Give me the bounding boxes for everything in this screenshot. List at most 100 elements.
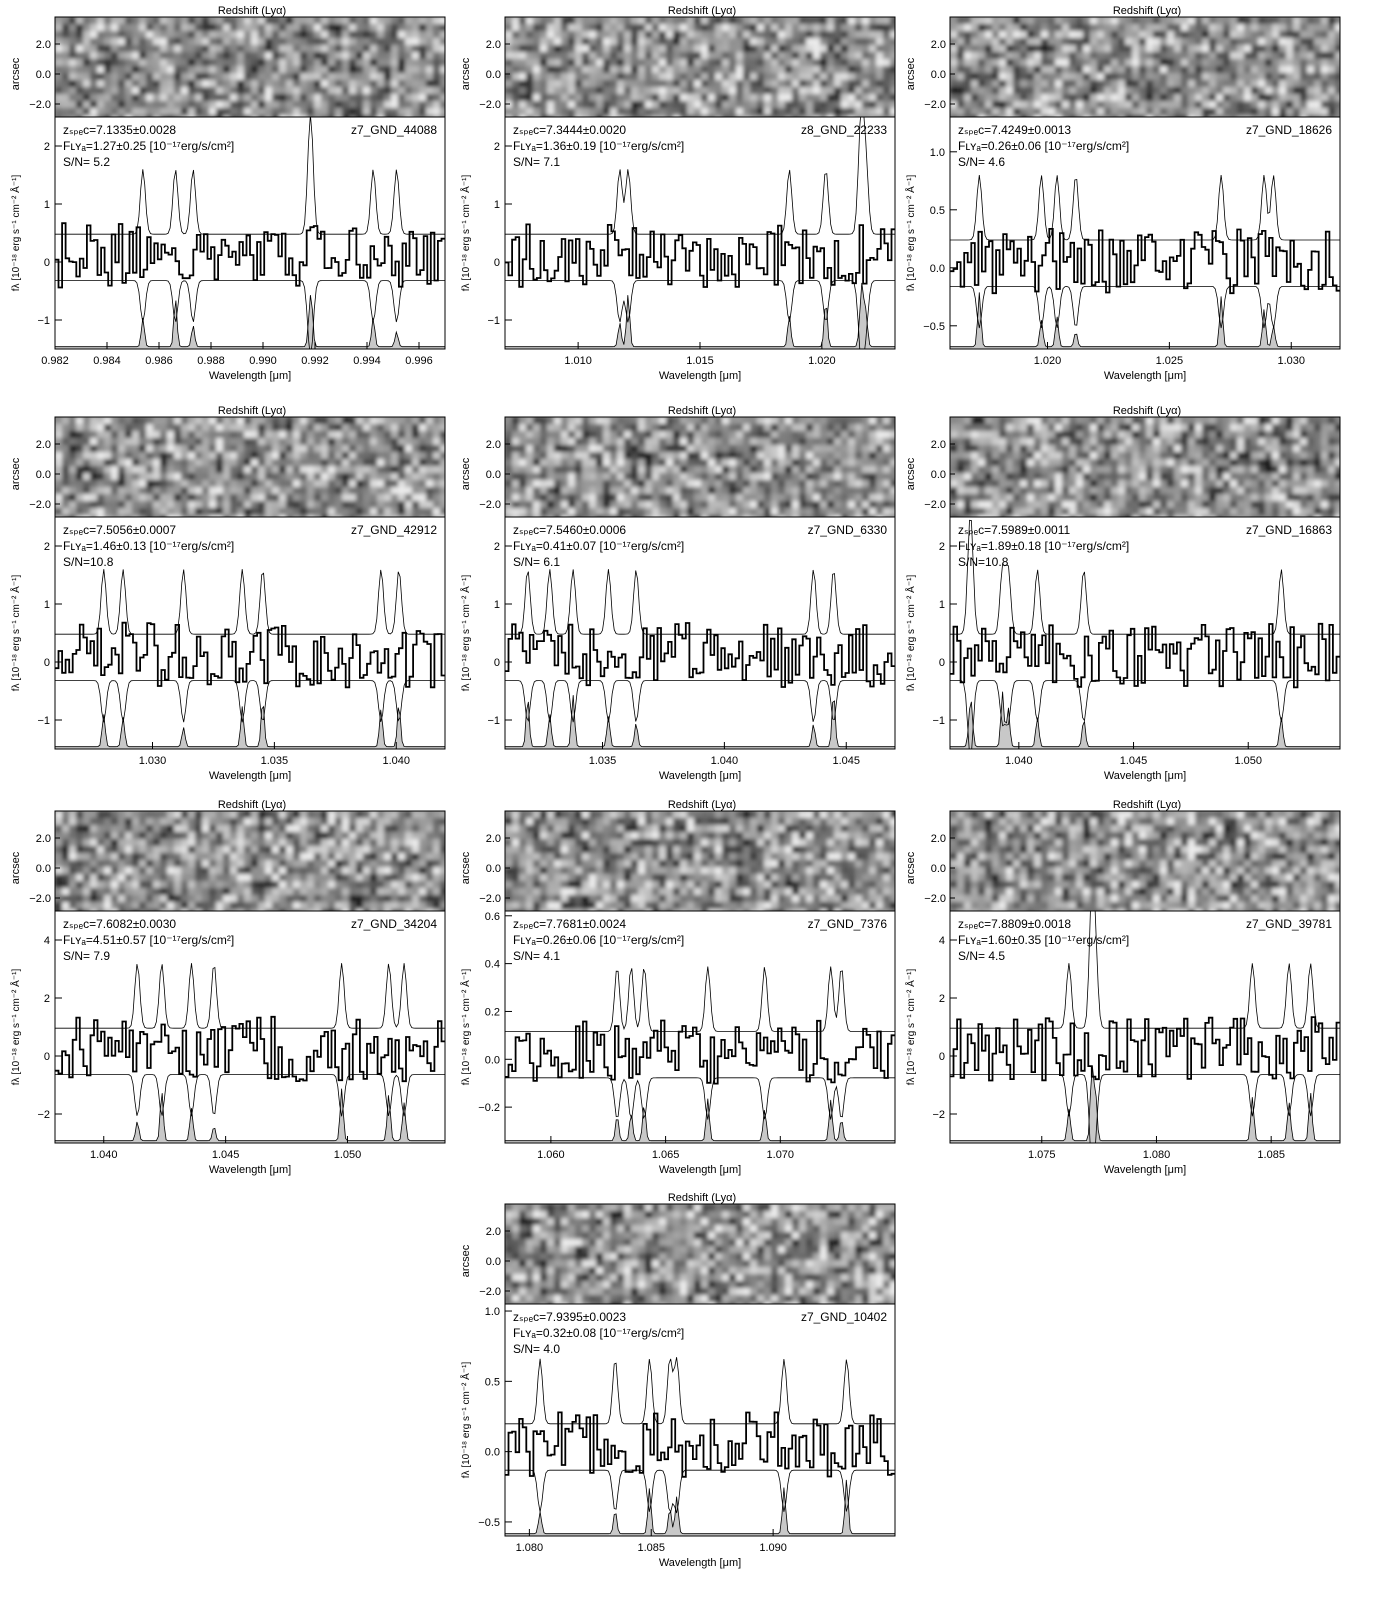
image-pixel	[307, 59, 314, 66]
image-pixel	[1251, 452, 1258, 459]
image-pixel	[624, 66, 631, 73]
image-pixel	[1111, 115, 1118, 117]
image-pixel	[715, 487, 722, 494]
image-pixel	[272, 501, 279, 508]
image-pixel	[1139, 17, 1146, 24]
image-pixel	[764, 66, 771, 73]
image-pixel	[631, 459, 638, 466]
image-pixel	[603, 24, 610, 31]
image-pixel	[55, 73, 62, 80]
image-pixel	[533, 501, 540, 508]
image-pixel	[575, 466, 582, 473]
image-pixel	[589, 445, 596, 452]
image-pixel	[286, 424, 293, 431]
image-pixel	[883, 108, 890, 115]
image-pixel	[841, 480, 848, 487]
image-pixel	[181, 45, 188, 52]
image-pixel	[237, 438, 244, 445]
image-pixel	[69, 501, 76, 508]
image-pixel	[519, 17, 526, 24]
image-pixel	[631, 473, 638, 480]
image-pixel	[519, 452, 526, 459]
image-pixel	[1286, 108, 1293, 115]
image-pixel	[673, 508, 680, 515]
image-pixel	[985, 45, 992, 52]
image-pixel	[978, 38, 985, 45]
image-pixel	[722, 80, 729, 87]
image-pixel	[701, 108, 708, 115]
image-pixel	[223, 115, 230, 117]
image-pixel	[1097, 80, 1104, 87]
image-pixel	[757, 494, 764, 501]
image-pixel	[729, 52, 736, 59]
image-pixel	[964, 52, 971, 59]
image-pixel	[279, 101, 286, 108]
image-cutout: Redshift (Lyα)7.547.577.607.637.662.00.0…	[905, 405, 1341, 518]
image-pixel	[834, 508, 841, 515]
image-pixel	[223, 494, 230, 501]
image-pixel	[300, 59, 307, 66]
image-pixel	[174, 108, 181, 115]
image-pixel	[349, 59, 356, 66]
image-pixel	[244, 59, 251, 66]
image-pixel	[1153, 115, 1160, 117]
image-pixel	[813, 115, 820, 117]
image-pixel	[750, 115, 757, 117]
image-pixel	[589, 59, 596, 66]
image-pixel	[764, 87, 771, 94]
image-pixel	[1335, 466, 1340, 473]
image-pixel	[363, 38, 370, 45]
image-pixel	[307, 38, 314, 45]
image-pixel	[286, 87, 293, 94]
image-pixel	[792, 431, 799, 438]
image-pixel	[883, 445, 890, 452]
image-pixel	[561, 73, 568, 80]
image-pixel	[328, 115, 335, 117]
image-pixel	[1300, 59, 1307, 66]
image-pixel	[391, 17, 398, 24]
image-pixel	[405, 445, 412, 452]
image-pixel	[1307, 38, 1314, 45]
image-pixel	[827, 108, 834, 115]
image-pixel	[279, 59, 286, 66]
image-pixel	[778, 80, 785, 87]
image-pixel	[76, 59, 83, 66]
image-pixel	[1118, 459, 1125, 466]
image-pixel	[377, 473, 384, 480]
image-pixel	[328, 94, 335, 101]
image-pixel	[512, 38, 519, 45]
image-pixel	[118, 115, 125, 117]
image-pixel	[652, 424, 659, 431]
image-pixel	[645, 38, 652, 45]
image-pixel	[785, 108, 792, 115]
image-pixel	[111, 438, 118, 445]
image-pixel	[582, 108, 589, 115]
image-pixel	[90, 115, 97, 117]
image-pixel	[512, 24, 519, 31]
image-pixel	[624, 438, 631, 445]
image-pixel	[1118, 452, 1125, 459]
image-pixel	[575, 480, 582, 487]
image-pixel	[1027, 73, 1034, 80]
image-pixel	[526, 473, 533, 480]
image-pixel	[645, 487, 652, 494]
image-pixel	[1181, 24, 1188, 31]
image-pixel	[722, 73, 729, 80]
image-pixel	[181, 508, 188, 515]
image-pixel	[1118, 87, 1125, 94]
image-pixel	[985, 24, 992, 31]
image-pixel	[533, 431, 540, 438]
image-pixel	[799, 452, 806, 459]
image-pixel	[419, 80, 426, 87]
image-pixel	[841, 115, 848, 117]
image-pixel	[370, 94, 377, 101]
image-pixel	[1048, 66, 1055, 73]
image-pixel	[764, 487, 771, 494]
image-cutout: Redshift (Lyα)7.107.137.167.192.00.0−2.0…	[10, 5, 446, 118]
image-pixel	[1034, 473, 1041, 480]
image-pixel	[55, 431, 62, 438]
image-pixel	[708, 17, 715, 24]
image-pixel	[97, 424, 104, 431]
image-pixel	[764, 108, 771, 115]
